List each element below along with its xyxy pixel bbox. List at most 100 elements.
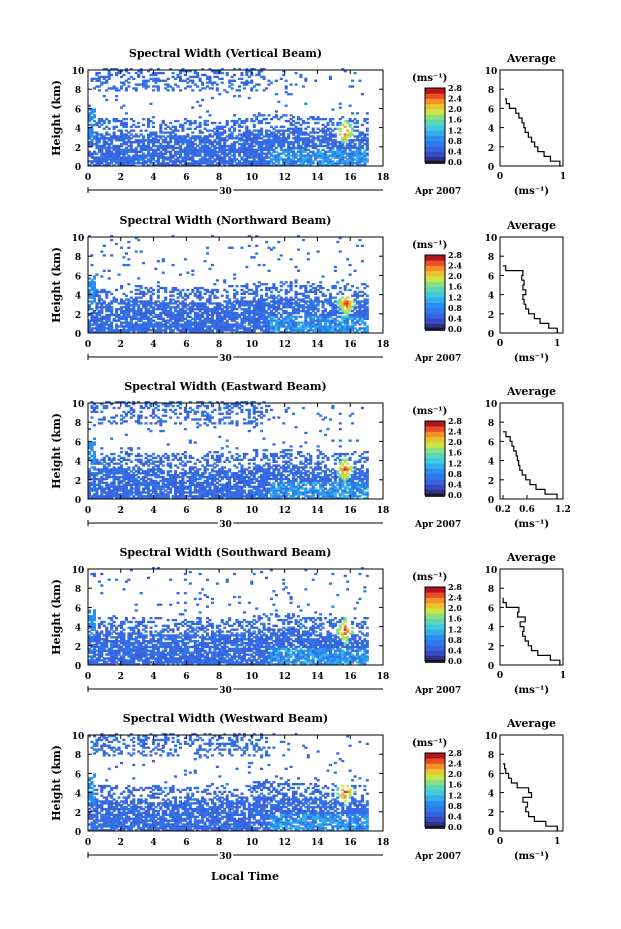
heatmap-cell <box>107 323 111 326</box>
heatmap-cell <box>178 160 183 163</box>
heatmap-cell <box>242 154 246 157</box>
panel-title: Spectral Width (Eastward Beam) <box>124 380 326 393</box>
heatmap-cell <box>306 118 310 121</box>
heatmap-cell <box>105 68 109 71</box>
heatmap-cell <box>137 414 141 417</box>
heatmap-cell <box>151 416 155 419</box>
heatmap-cell <box>230 83 234 86</box>
heatmap-cell <box>272 285 276 288</box>
heatmap-cell <box>336 152 340 155</box>
heatmap-cell <box>324 144 328 148</box>
heatmap-cell <box>228 164 232 167</box>
heatmap-cell <box>112 298 116 301</box>
heatmap-cell <box>351 327 355 330</box>
heatmap-cell <box>159 137 163 140</box>
heatmap-cell <box>105 79 109 82</box>
heatmap-cell <box>97 150 101 153</box>
heatmap-cell <box>213 121 217 125</box>
heatmap-cell <box>343 315 347 319</box>
heatmap-cell <box>287 315 291 319</box>
heatmap-cell <box>147 79 151 82</box>
heatmap-cell <box>336 323 340 326</box>
heatmap-cell <box>193 308 197 311</box>
heatmap-cell <box>198 121 202 125</box>
heatmap-cell <box>129 160 133 163</box>
heatmap-cell <box>127 306 131 309</box>
heatmap-cell <box>112 452 116 456</box>
heatmap-cell <box>134 327 138 330</box>
heatmap-cell <box>149 302 153 305</box>
heatmap-cell <box>331 154 335 157</box>
heatmap-cell <box>343 148 347 152</box>
heatmap-cell <box>92 475 96 479</box>
heatmap-cell <box>245 152 249 155</box>
heatmap-cell <box>137 475 141 479</box>
heatmap-cell <box>365 144 369 148</box>
heatmap-cell <box>132 408 136 412</box>
heatmap-cell <box>201 87 205 90</box>
heatmap-cell <box>287 150 291 153</box>
heatmap-cell <box>164 323 168 326</box>
heatmap-cell <box>210 96 214 100</box>
heatmap-cell <box>132 327 136 330</box>
heatmap-cell <box>294 129 298 132</box>
heatmap-cell <box>122 315 126 319</box>
heatmap-cell <box>215 150 219 153</box>
heatmap-cell <box>279 315 283 319</box>
heatmap-cell <box>102 68 106 71</box>
heatmap-cell <box>88 141 92 144</box>
heatmap-cell <box>100 150 104 153</box>
heatmap-cell <box>92 462 96 465</box>
heatmap-cell <box>230 327 234 330</box>
heatmap-cell <box>159 493 163 496</box>
heatmap-cell <box>206 152 210 155</box>
heatmap-cell <box>115 158 119 161</box>
heatmap-cell <box>105 497 109 500</box>
heatmap-cell <box>119 129 124 132</box>
heatmap-cell <box>304 131 308 134</box>
heatmap-cell <box>142 323 146 326</box>
heatmap-cell <box>137 73 141 77</box>
heatmap-cell <box>166 131 170 134</box>
heatmap-cell <box>149 160 153 163</box>
heatmap-cell <box>124 462 128 465</box>
heatmap-cell <box>351 158 355 161</box>
heatmap-cell <box>292 133 296 136</box>
heatmap-cell <box>250 300 254 303</box>
heatmap-cell <box>110 485 114 488</box>
heatmap-cell <box>223 154 227 157</box>
heatmap-cell <box>110 495 114 498</box>
heatmap-cell <box>181 139 185 142</box>
heatmap-cell <box>186 327 190 330</box>
heatmap-cell <box>235 300 239 303</box>
heatmap-cell <box>149 131 153 134</box>
heatmap-cell <box>279 308 283 311</box>
heatmap-cell <box>102 315 106 319</box>
heatmap-cell <box>183 302 187 305</box>
heatmap-cell <box>363 118 367 121</box>
heatmap-cell <box>215 321 219 324</box>
heatmap-cell <box>196 160 200 163</box>
heatmap-cell <box>102 302 106 305</box>
heatmap-cell <box>149 477 153 481</box>
heatmap-cell <box>346 325 350 328</box>
heatmap-cell <box>287 298 291 301</box>
heatmap-cell <box>174 127 178 130</box>
heatmap-cell <box>107 309 111 313</box>
heatmap-cell <box>348 308 352 311</box>
heatmap-cell <box>117 144 121 148</box>
heatmap-cell <box>299 148 303 152</box>
heatmap-cell <box>237 327 242 330</box>
heatmap-cell <box>215 135 219 138</box>
heatmap-cell <box>326 121 330 125</box>
heatmap-cell <box>225 144 229 148</box>
y-tick-label: 4 <box>75 125 81 135</box>
heatmap-cell <box>191 273 195 276</box>
heatmap-cell <box>137 121 141 125</box>
heatmap-cell <box>272 317 276 320</box>
heatmap-cell <box>346 329 350 332</box>
heatmap-cell <box>147 121 151 125</box>
heatmap-cell <box>117 454 121 458</box>
heatmap-cell <box>144 327 148 330</box>
heatmap-cell <box>289 118 293 121</box>
